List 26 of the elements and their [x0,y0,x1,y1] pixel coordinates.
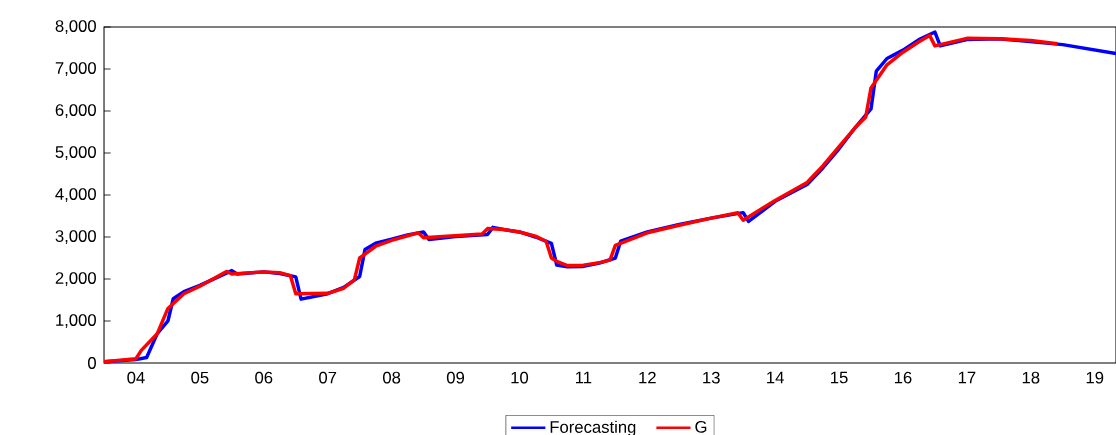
x-tick-label: 13 [703,371,720,384]
x-tick-label: 07 [319,371,337,384]
x-tick-label: 14 [767,371,784,384]
y-tick-label: 8,000 [55,20,96,34]
x-tick-label: 08 [383,371,401,384]
legend-label: G [695,420,707,433]
x-tick-label: 18 [1022,371,1040,384]
x-tick-label: 05 [191,371,209,384]
x-tick-label: 16 [894,371,912,384]
x-tick-label: 09 [446,371,465,384]
x-tick-label: 19 [1086,371,1104,384]
x-tick-label: 12 [639,371,656,384]
x-tick-label: 04 [127,371,145,384]
y-tick-label: 7,000 [55,62,96,76]
x-tick-label: 15 [831,371,848,384]
x-tick-label: 17 [958,371,976,384]
x-tick-label: 10 [511,371,529,384]
x-tick-label: 06 [255,371,273,384]
y-tick-label: 0 [88,357,96,369]
x-tick-label: 11 [576,371,592,384]
y-tick-label: 2,000 [55,272,96,286]
y-tick-label: 5,000 [55,146,96,160]
y-tick-label: 6,000 [55,104,96,118]
y-tick-label: 3,000 [55,230,96,244]
y-tick-label: 1,000 [56,314,96,328]
y-tick-label: 4,000 [55,188,96,202]
